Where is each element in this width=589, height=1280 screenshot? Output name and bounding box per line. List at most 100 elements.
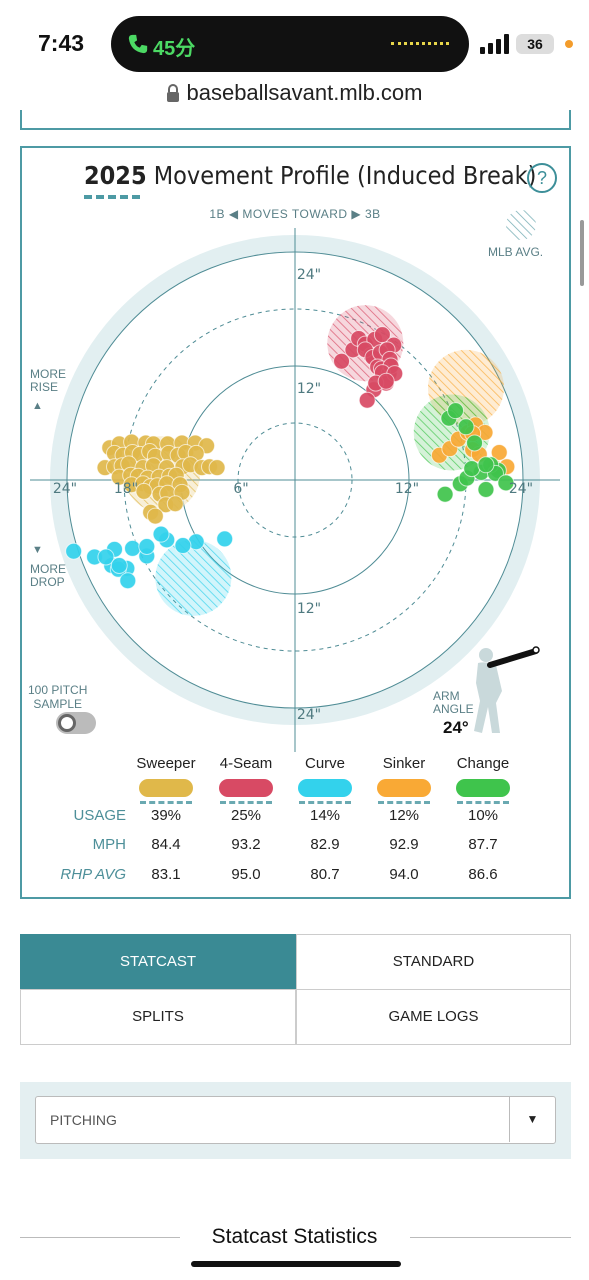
more-drop-label: ▼ MORE DROP — [30, 544, 66, 589]
pitch-point-change — [457, 418, 475, 436]
ring-label-24-top: 24" — [297, 267, 321, 283]
pitch-point-4-seam — [358, 391, 376, 409]
pitch-name: Change — [456, 755, 510, 772]
ring-label-6-left: 6" — [233, 481, 248, 497]
previous-card-edge — [20, 110, 571, 130]
pitch-color-pill — [219, 779, 273, 797]
pitch-mph-value: 92.9 — [389, 836, 419, 853]
pitch-point-change — [477, 456, 495, 474]
pitch-point-4-seam — [377, 372, 395, 390]
ring-label-18-left: 18" — [114, 481, 138, 497]
pitch-point-curve — [152, 525, 170, 543]
privacy-indicator — [565, 40, 573, 48]
stat-type-select[interactable]: PITCHING ▼ — [35, 1096, 556, 1144]
pitch-legend-curve[interactable]: Curve — [285, 755, 365, 804]
tab-game-logs[interactable]: GAME LOGS — [296, 989, 571, 1045]
pitch-sample-toggle[interactable] — [56, 712, 96, 734]
mph-row-label: MPH — [92, 836, 126, 853]
signal-icon — [480, 34, 509, 54]
pitch-point-sweeper — [146, 507, 164, 525]
tab-statcast[interactable]: STATCAST — [20, 934, 296, 990]
divider-left — [20, 1237, 180, 1238]
pitch-point-change — [436, 485, 454, 503]
pitch-usage-value: 10% — [467, 807, 499, 824]
pitch-point-4-seam — [333, 352, 351, 370]
stat-type-selector-panel: PITCHING ▼ — [20, 1082, 571, 1159]
pitch-rhp-avg-value: 86.6 — [468, 866, 498, 883]
usage-row-label: USAGE — [73, 807, 126, 824]
pitch-rhp-avg-value: 95.0 — [231, 866, 261, 883]
pitch-point-sweeper — [135, 482, 153, 500]
status-bar: 7:43 45分 36 — [0, 0, 589, 80]
pitch-legend-4-seam[interactable]: 4-Seam — [206, 755, 286, 804]
pitch-avg-dash — [220, 801, 272, 804]
pitch-point-4-seam — [373, 326, 391, 344]
dynamic-island[interactable]: 45分 — [111, 16, 469, 72]
pitch-point-change — [477, 481, 495, 498]
pitch-usage-value: 14% — [309, 807, 341, 824]
pitch-name: Sweeper — [136, 755, 196, 772]
moves-toward-label: 1B ◀ MOVES TOWARD ▶ 3B — [209, 207, 381, 221]
pitch-name: 4-Seam — [219, 755, 273, 772]
pitch-usage-value: 25% — [230, 807, 262, 824]
pitch-avg-dash — [378, 801, 430, 804]
pitcher-arm-angle-icon — [474, 646, 540, 733]
ring-label-24-bottom: 24" — [297, 707, 321, 723]
tab-splits[interactable]: SPLITS — [20, 989, 296, 1045]
pitch-legend-sinker[interactable]: Sinker — [364, 755, 444, 804]
ring-label-12-bottom: 12" — [297, 601, 321, 617]
audio-waveform-icon — [391, 42, 449, 46]
toggle-knob — [58, 714, 76, 732]
pitch-color-pill — [298, 779, 352, 797]
call-duration: 45分 — [153, 38, 196, 60]
pitch-point-curve — [97, 548, 115, 566]
home-indicator[interactable] — [191, 1261, 401, 1267]
down-arrow-icon: ▼ — [32, 544, 43, 556]
section-title: Statcast Statistics — [211, 1225, 378, 1248]
title-text: Movement Profile (Induced Break) — [153, 161, 537, 190]
pitch-point-change — [463, 460, 481, 478]
url-text: baseballsavant.mlb.com — [186, 80, 423, 105]
avg-zone-hatch-curve — [155, 539, 232, 616]
arm-angle-label: ARM ANGLE — [433, 689, 474, 716]
pitch-rhp-avg-value: 83.1 — [151, 866, 181, 883]
chart-title: 2025 Movement Profile (Induced Break) — [84, 161, 536, 190]
battery-icon: 36 — [516, 34, 554, 54]
pitch-sample-label: 100 PITCH SAMPLE — [28, 683, 88, 711]
pitch-mph-value: 87.7 — [468, 836, 498, 853]
pitch-color-pill — [456, 779, 510, 797]
pitch-rhp-avg-value: 94.0 — [389, 866, 419, 883]
pitch-point-sinker — [490, 443, 508, 461]
clock: 7:43 — [38, 30, 85, 56]
scrollbar[interactable] — [580, 220, 584, 286]
pitch-point-curve — [65, 542, 83, 560]
ring-label-12-top: 12" — [297, 381, 321, 397]
mlb-avg-label: MLB AVG. — [488, 245, 544, 259]
pitch-point-curve — [110, 557, 128, 574]
pitch-point-curve — [138, 538, 156, 555]
pitch-point-sweeper — [208, 459, 226, 477]
pitch-color-pill — [377, 779, 431, 797]
more-rise-label: MORE RISE ▲ — [30, 367, 66, 413]
lock-icon — [167, 84, 180, 102]
phone-icon — [128, 34, 148, 54]
address-bar[interactable]: baseballsavant.mlb.com — [0, 80, 589, 116]
pitch-name: Sinker — [382, 755, 426, 772]
arm-angle-value: 24° — [443, 718, 469, 737]
dropdown-arrow-icon[interactable]: ▼ — [509, 1097, 555, 1142]
pitch-color-pill — [139, 779, 193, 797]
pitch-point-curve — [216, 530, 234, 548]
pitch-point-sweeper — [166, 495, 184, 513]
title-underline — [84, 195, 140, 199]
divider-right — [410, 1237, 571, 1238]
help-button[interactable]: ? — [527, 163, 557, 193]
pitch-mph-value: 93.2 — [231, 836, 261, 853]
pitch-point-curve — [124, 539, 142, 557]
tab-standard[interactable]: STANDARD — [296, 934, 571, 990]
pitch-usage-value: 12% — [388, 807, 420, 824]
pitch-legend-change[interactable]: Change — [443, 755, 523, 804]
up-arrow-icon: ▲ — [32, 400, 43, 412]
pitch-legend-sweeper[interactable]: Sweeper — [126, 755, 206, 804]
select-value: PITCHING — [50, 1112, 117, 1128]
pitch-mph-value: 84.4 — [151, 836, 181, 853]
